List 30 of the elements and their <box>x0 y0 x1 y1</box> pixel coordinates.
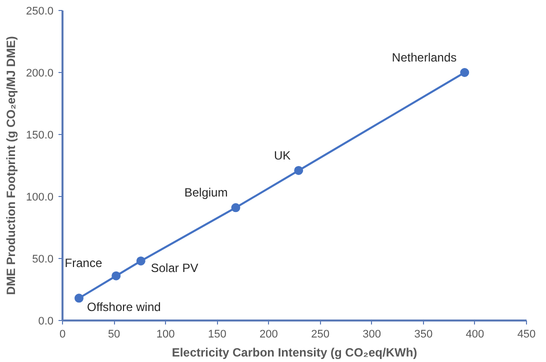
y-tick-label: 150.0 <box>26 130 54 142</box>
y-tick-label: 200.0 <box>26 68 54 80</box>
annotation: Solar PV <box>150 260 198 275</box>
x-axis-title: Electricity Carbon Intensity (g CO₂eq/KWh) <box>172 346 418 360</box>
annotation: UK <box>274 148 291 162</box>
y-tick-label: 0.0 <box>38 316 54 328</box>
annotation: Belgium <box>184 186 228 200</box>
y-axis-title: DME Production Footprint (g CO₂eq/MJ DME) <box>4 36 18 295</box>
point <box>294 166 304 175</box>
x-tick-label: 100 <box>156 328 175 340</box>
x-tick-label: 400 <box>466 328 484 340</box>
y-tick-label: 100.0 <box>26 192 54 204</box>
y-tick-label: 50.0 <box>32 254 54 266</box>
point <box>231 203 240 212</box>
point <box>136 256 146 266</box>
x-tick-label: 350 <box>414 328 433 340</box>
annotation: Netherlands <box>392 50 457 64</box>
x-tick-label: 150 <box>208 328 226 340</box>
y-tick-label: 250.0 <box>26 6 54 18</box>
point <box>74 294 84 303</box>
x-tick-label: 300 <box>362 328 382 340</box>
x-tick-label: 450 <box>517 328 536 340</box>
annotation: France <box>64 256 102 270</box>
annotation: Offshore wind <box>87 300 161 314</box>
x-tick-label: 200 <box>260 328 278 340</box>
point <box>112 271 121 280</box>
x-tick-label: 0 <box>59 328 66 340</box>
point <box>460 68 470 77</box>
x-tick-label: 50 <box>108 328 120 340</box>
x-tick-label: 250 <box>311 328 330 340</box>
